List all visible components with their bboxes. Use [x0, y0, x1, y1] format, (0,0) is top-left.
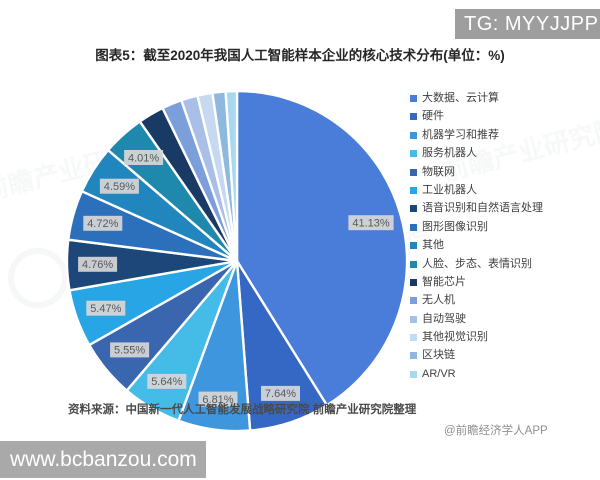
bottom-left-watermark: www.bcbanzou.com [0, 441, 206, 478]
top-right-badge: TG: MYYJJPP [455, 9, 600, 39]
legend-item-label: 工业机器人 [422, 183, 477, 196]
legend-marker-icon [410, 352, 417, 360]
legend-item-1: 大数据、云计算 [410, 92, 543, 105]
legend-marker-icon [410, 260, 417, 268]
legend-item-label: 语音识别和自然语言处理 [422, 202, 543, 215]
legend-item-12: 无人机 [410, 294, 543, 307]
legend-item-label: AR/VR [422, 367, 456, 380]
legend-item-14: 其他视觉识别 [410, 331, 543, 344]
legend-item-label: 硬件 [422, 110, 444, 123]
slice-data-label: 4.72% [83, 215, 123, 231]
legend-item-15: 区块链 [410, 349, 543, 362]
slice-data-label: 6.81% [198, 391, 238, 407]
top-right-badge-text: TG: MYYJJPP [464, 12, 599, 35]
svg-text:5.64%: 5.64% [151, 376, 182, 388]
svg-text:4.76%: 4.76% [82, 259, 113, 271]
chart-title: 图表5：截至2020年我国人工智能样本企业的核心技术分布(单位：%) [95, 48, 505, 63]
legend-item-label: 人脸、步态、表情识别 [422, 257, 532, 270]
svg-text:5.55%: 5.55% [114, 345, 145, 357]
chart-legend: 大数据、云计算 硬件机器学习和推荐 服务机器人物联网工业机器人语音识别和自然语言处理… [410, 92, 543, 381]
source-note: 资料来源：中国新一代人工智能发展战略研究院 前瞻产业研究院整理 [68, 404, 417, 416]
slice-data-label: 41.13% [348, 215, 394, 231]
slice-data-label: 4.01% [124, 150, 164, 165]
bottom-left-watermark-text: www.bcbanzou.com [10, 447, 197, 471]
slice-data-label: 5.64% [147, 373, 187, 389]
slice-data-label: 4.76% [78, 256, 118, 272]
legend-item-11: 智能芯片 [410, 276, 543, 289]
legend-marker-icon [410, 223, 417, 231]
legend-marker-icon [410, 150, 417, 158]
legend-item-label: 服务机器人 [422, 147, 477, 160]
svg-text:5.47%: 5.47% [90, 303, 121, 315]
legend-marker-icon [410, 186, 417, 194]
legend-marker-icon [410, 278, 417, 286]
legend-item-7: 语音识别和自然语言处理 [410, 202, 543, 215]
svg-text:4.59%: 4.59% [104, 181, 135, 193]
legend-marker-icon [410, 95, 417, 102]
legend-marker-icon [410, 315, 417, 323]
legend-marker-icon [410, 131, 417, 139]
legend-marker-icon [410, 370, 417, 378]
legend-marker-icon [410, 168, 417, 176]
legend-item-label: 智能芯片 [422, 275, 466, 288]
legend-marker-icon [410, 113, 417, 121]
legend-item-label: 机器学习和推荐 [422, 128, 499, 141]
legend-item-8: 图形图像识别 [410, 221, 543, 234]
legend-item-label: 无人机 [422, 294, 455, 307]
legend-marker-icon [410, 297, 417, 305]
legend-item-label: 区块链 [422, 349, 455, 362]
svg-text:4.01%: 4.01% [128, 152, 159, 164]
legend-item-5: 物联网 [410, 166, 543, 179]
legend-item-3: 机器学习和推荐 [410, 129, 543, 142]
legend-item-label: 其他 [422, 239, 444, 252]
legend-item-9: 其他 [410, 239, 543, 252]
legend-item-6: 工业机器人 [410, 184, 543, 197]
legend-item-4: 服务机器人 [410, 147, 543, 160]
legend-item-2: 硬件 [410, 110, 543, 123]
slice-data-label: 4.59% [99, 178, 139, 194]
legend-item-label: 图形图像识别 [422, 220, 488, 233]
pie-slice-16 [224, 89, 239, 262]
legend-item-label: 自动驾驶 [422, 312, 466, 325]
slice-data-label: 7.64% [261, 385, 300, 401]
legend-item-label: 大数据、云计算 [422, 92, 499, 104]
slice-data-label: 5.55% [110, 342, 150, 358]
legend-item-13: 自动驾驶 [410, 313, 543, 326]
svg-text:6.81%: 6.81% [202, 394, 233, 406]
pie-slice-1 [235, 89, 409, 407]
legend-item-16: AR/VR [410, 368, 543, 381]
slice-data-label: 5.47% [86, 300, 126, 316]
credit-text: @前瞻经济学人APP [444, 425, 548, 437]
legend-item-label: 其他视觉识别 [422, 331, 488, 344]
svg-text:41.13%: 41.13% [352, 218, 390, 230]
svg-text:7.64%: 7.64% [265, 388, 296, 400]
legend-marker-icon [410, 242, 417, 250]
legend-item-label: 物联网 [422, 165, 455, 178]
legend-marker-icon [410, 334, 417, 342]
legend-item-10: 人脸、步态、表情识别 [410, 258, 543, 271]
svg-text:4.72%: 4.72% [87, 218, 118, 230]
legend-marker-icon [410, 205, 417, 213]
